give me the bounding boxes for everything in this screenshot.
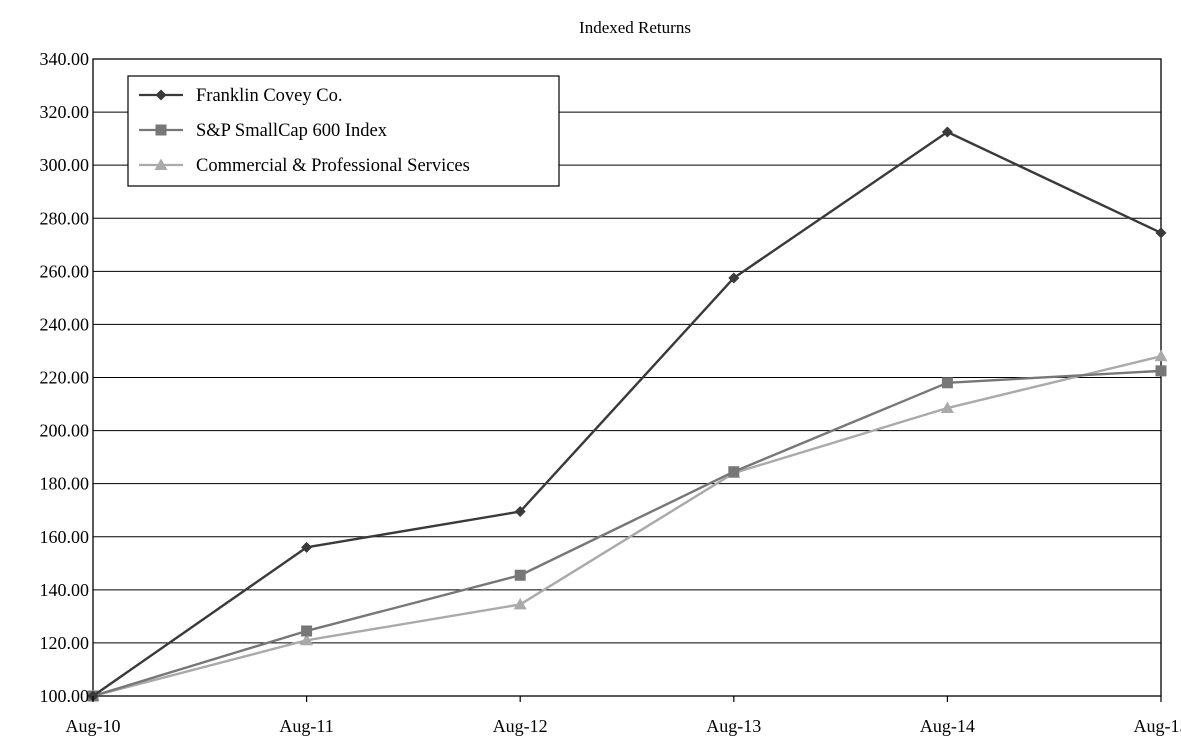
legend-marker bbox=[155, 124, 167, 136]
data-point bbox=[1154, 349, 1168, 362]
legend-item: Franklin Covey Co. bbox=[139, 86, 342, 106]
x-tick-label: Aug-14 bbox=[920, 716, 975, 736]
data-point bbox=[514, 506, 526, 518]
y-tick-label: 240.00 bbox=[40, 314, 90, 334]
y-tick-label: 220.00 bbox=[40, 368, 90, 388]
series-franklin-covey-co bbox=[87, 126, 1167, 702]
y-tick-label: 180.00 bbox=[40, 474, 90, 494]
data-point bbox=[1155, 365, 1167, 377]
data-point bbox=[514, 569, 526, 581]
data-point bbox=[941, 126, 953, 138]
data-point bbox=[513, 597, 527, 610]
legend-box bbox=[127, 75, 560, 187]
x-tick-label: Aug-10 bbox=[66, 716, 121, 736]
y-tick-label: 200.00 bbox=[40, 421, 90, 441]
data-point bbox=[300, 633, 314, 646]
legend-marker bbox=[155, 89, 167, 101]
y-tick-label: 120.00 bbox=[40, 633, 90, 653]
plot-area bbox=[92, 58, 1162, 697]
data-point bbox=[940, 401, 954, 414]
series-line bbox=[92, 369, 1162, 698]
legend-label: Commercial & Professional Services bbox=[196, 156, 470, 176]
series-line bbox=[92, 130, 1162, 697]
y-tick-label: 320.00 bbox=[40, 102, 90, 122]
legend-label: S&P SmallCap 600 Index bbox=[196, 121, 388, 141]
legend-label: Franklin Covey Co. bbox=[196, 86, 342, 106]
legend: Franklin Covey Co. S&P SmallCap 600 Index… bbox=[127, 75, 560, 187]
legend-item: Commercial & Professional Services bbox=[139, 156, 470, 176]
y-tick-label: 140.00 bbox=[40, 580, 90, 600]
series-s-p-smallcap-600-index bbox=[87, 365, 1167, 702]
x-tick-label: Aug-11 bbox=[279, 716, 333, 736]
data-point bbox=[728, 466, 740, 478]
data-point bbox=[301, 541, 313, 553]
y-tick-label: 160.00 bbox=[40, 527, 90, 547]
x-tick-label: Aug-13 bbox=[706, 716, 761, 736]
data-point bbox=[1155, 227, 1167, 239]
data-point bbox=[941, 377, 953, 389]
y-tick-label: 340.00 bbox=[40, 49, 90, 69]
chart-title: Indexed Returns bbox=[579, 18, 691, 37]
legend-marker bbox=[154, 158, 168, 170]
y-tick-label: 260.00 bbox=[40, 261, 90, 281]
x-tick-label: Aug-12 bbox=[493, 716, 548, 736]
y-tick-label: 100.00 bbox=[40, 686, 90, 706]
x-tick-label: Aug-15 bbox=[1134, 716, 1181, 736]
legend-item: S&P SmallCap 600 Index bbox=[139, 121, 388, 141]
data-point bbox=[301, 625, 313, 637]
series-layer bbox=[86, 126, 1168, 702]
series-line bbox=[92, 355, 1162, 698]
y-tick-label: 300.00 bbox=[40, 155, 90, 175]
y-tick-label: 280.00 bbox=[40, 208, 90, 228]
grid bbox=[93, 111, 1161, 644]
data-point bbox=[728, 272, 740, 284]
axis-layer: 100.00 120.00 140.00 160.00 180.00 200.00 220.… bbox=[40, 49, 1181, 736]
